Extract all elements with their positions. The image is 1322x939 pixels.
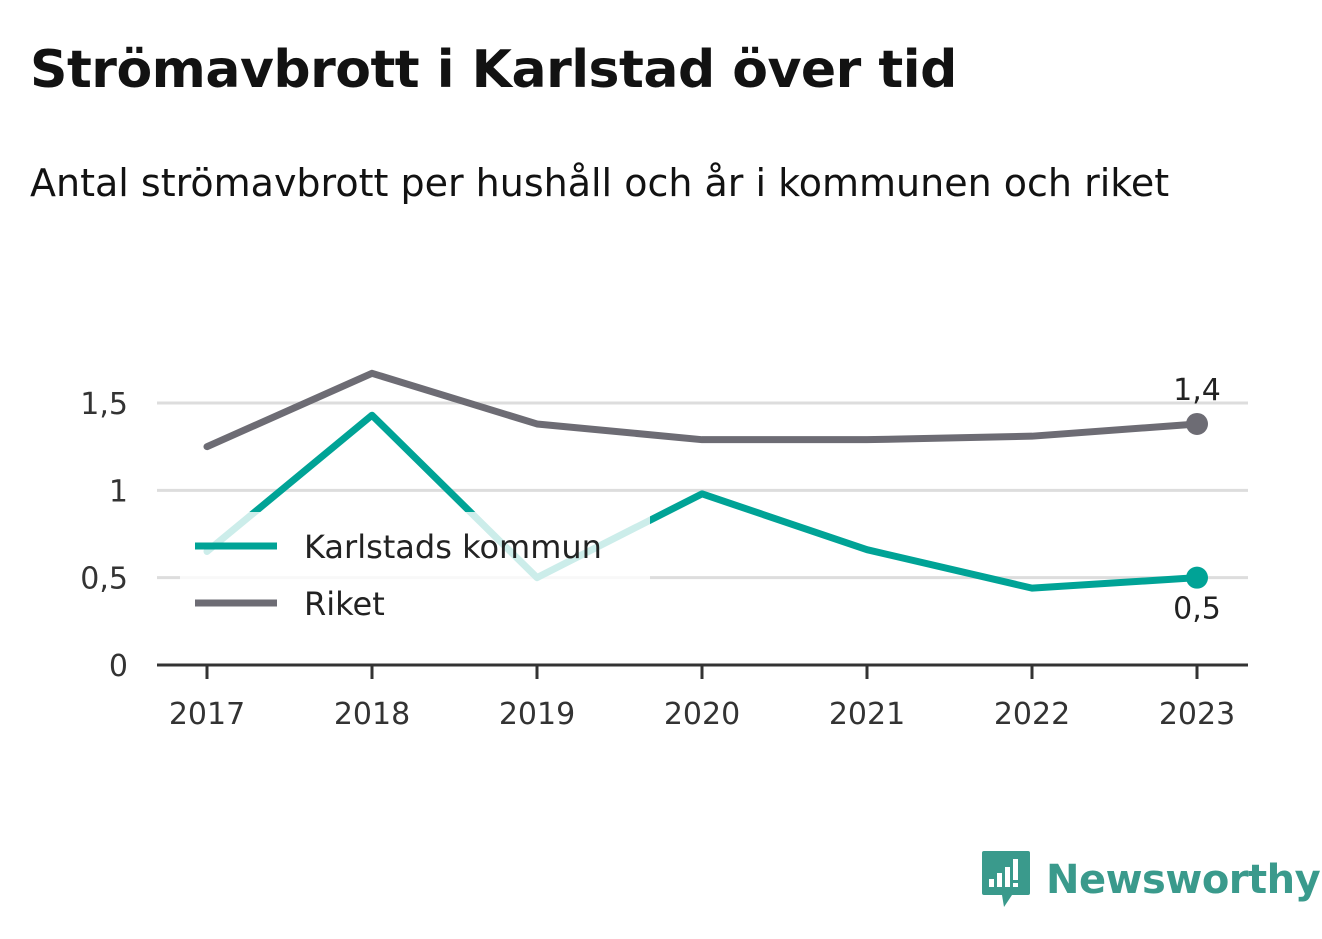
- endpoint-marker-karlstad: [1186, 566, 1208, 589]
- chart-title: Strömavbrott i Karlstad över tid: [30, 40, 957, 100]
- y-tick-label: 0,5: [80, 562, 128, 597]
- y-tick-label: 0: [109, 649, 128, 684]
- legend-label-riket: Riket: [304, 585, 385, 623]
- y-tick-label: 1: [109, 474, 128, 509]
- y-axis-ticks: 0 0,5 1 1,5: [80, 387, 128, 684]
- legend-label-karlstad: Karlstads kommun: [304, 528, 602, 566]
- newsworthy-logo-icon: [982, 851, 1030, 907]
- brand-logo: Newsworthy: [980, 848, 1321, 912]
- x-tick-label: 2017: [169, 697, 245, 732]
- data-label-karlstad: 0,5: [1173, 592, 1221, 627]
- endpoint-markers: 0,5 1,4: [1173, 373, 1221, 627]
- x-axis-ticks: 2017 2018 2019 2020 2021 2022 2023: [169, 665, 1235, 732]
- brand-name: Newsworthy: [1046, 857, 1321, 903]
- x-tick-label: 2020: [664, 697, 740, 732]
- x-tick-label: 2022: [994, 697, 1070, 732]
- series-lines: [203, 369, 1201, 592]
- x-tick-label: 2018: [334, 697, 410, 732]
- endpoint-marker-riket: [1186, 412, 1208, 435]
- x-tick-label: 2023: [1159, 697, 1235, 732]
- chart-subtitle: Antal strömavbrott per hushåll och år i …: [30, 161, 1170, 205]
- series-line-riket: [203, 369, 1201, 451]
- x-tick-label: 2019: [499, 697, 575, 732]
- legend: Karlstads kommun Riket: [180, 512, 650, 630]
- y-tick-label: 1,5: [80, 387, 128, 422]
- series-line-karlstad: [203, 411, 1201, 592]
- legend-background: [180, 512, 650, 630]
- x-tick-label: 2021: [829, 697, 905, 732]
- data-label-riket: 1,4: [1173, 373, 1221, 408]
